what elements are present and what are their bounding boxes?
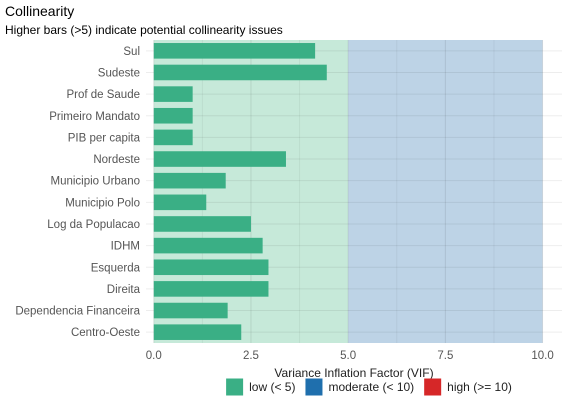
bars bbox=[153, 43, 327, 340]
y-tick-label: Dependencia Financeira bbox=[15, 306, 140, 318]
y-tick-label: Municipio Urbano bbox=[51, 176, 141, 188]
x-tick-label: 10.0 bbox=[531, 350, 553, 362]
x-tick-label: 2.5 bbox=[243, 350, 259, 362]
x-axis-tick-labels: 0.0 2.5 5.0 7.5 10.0 bbox=[146, 350, 554, 362]
y-tick-label: Sul bbox=[123, 46, 140, 58]
y-axis-tick-labels: Sul Sudeste Prof de Saude Primeiro Mandato P… bbox=[15, 46, 140, 339]
bar-esquerda bbox=[153, 259, 269, 276]
y-tick-label: Prof de Saude bbox=[66, 89, 140, 101]
bar-direita bbox=[153, 281, 269, 297]
chart-subtitle: Higher bars (>5) indicate potential coll… bbox=[5, 23, 283, 37]
y-tick-label: Esquerda bbox=[91, 262, 141, 274]
y-tick-label: Nordeste bbox=[93, 154, 140, 166]
x-tick-label: 5.0 bbox=[340, 350, 356, 362]
y-tick-label: Direita bbox=[107, 284, 141, 296]
chart-title: Collinearity bbox=[5, 3, 75, 19]
y-tick-label: Sudeste bbox=[98, 67, 140, 79]
bar-dependencia-financeira bbox=[153, 302, 228, 319]
bar-municipio-urbano bbox=[153, 172, 226, 189]
bar-centro-oeste bbox=[153, 324, 242, 340]
y-tick-label: Centro-Oeste bbox=[71, 327, 140, 339]
legend-swatch-2 bbox=[424, 378, 442, 396]
legend-label-2: high (>= 10) bbox=[447, 380, 512, 394]
legend-swatch-0 bbox=[226, 378, 244, 396]
bar-primeiro-mandato bbox=[153, 107, 193, 124]
bar-pib-per-capita bbox=[153, 129, 193, 146]
x-tick-label: 7.5 bbox=[437, 350, 453, 362]
legend-label-0: low (< 5) bbox=[249, 380, 295, 394]
y-tick-label: IDHM bbox=[111, 241, 140, 253]
x-tick-label: 0.0 bbox=[146, 350, 162, 362]
bar-municipio-polo bbox=[153, 194, 207, 211]
y-tick-label: Municipio Polo bbox=[65, 197, 140, 209]
legend: low (< 5) moderate (< 10) high (>= 10) bbox=[226, 378, 512, 396]
legend-label-1: moderate (< 10) bbox=[328, 380, 414, 394]
bar-sudeste bbox=[153, 64, 327, 81]
threshold-region-1 bbox=[348, 40, 543, 343]
bar-sul bbox=[153, 43, 316, 59]
bar-nordeste bbox=[153, 151, 286, 167]
y-tick-label: Primeiro Mandato bbox=[49, 111, 140, 123]
bar-log-da-populacao bbox=[153, 216, 251, 232]
legend-swatch-1 bbox=[305, 378, 323, 396]
bar-idhm bbox=[153, 237, 263, 254]
bar-prof-de-saude bbox=[153, 86, 193, 102]
y-tick-label: Log da Populacao bbox=[47, 219, 140, 231]
x-axis-title: Variance Inflation Factor (VIF) bbox=[274, 366, 433, 380]
y-tick-label: PIB per capita bbox=[68, 132, 141, 144]
